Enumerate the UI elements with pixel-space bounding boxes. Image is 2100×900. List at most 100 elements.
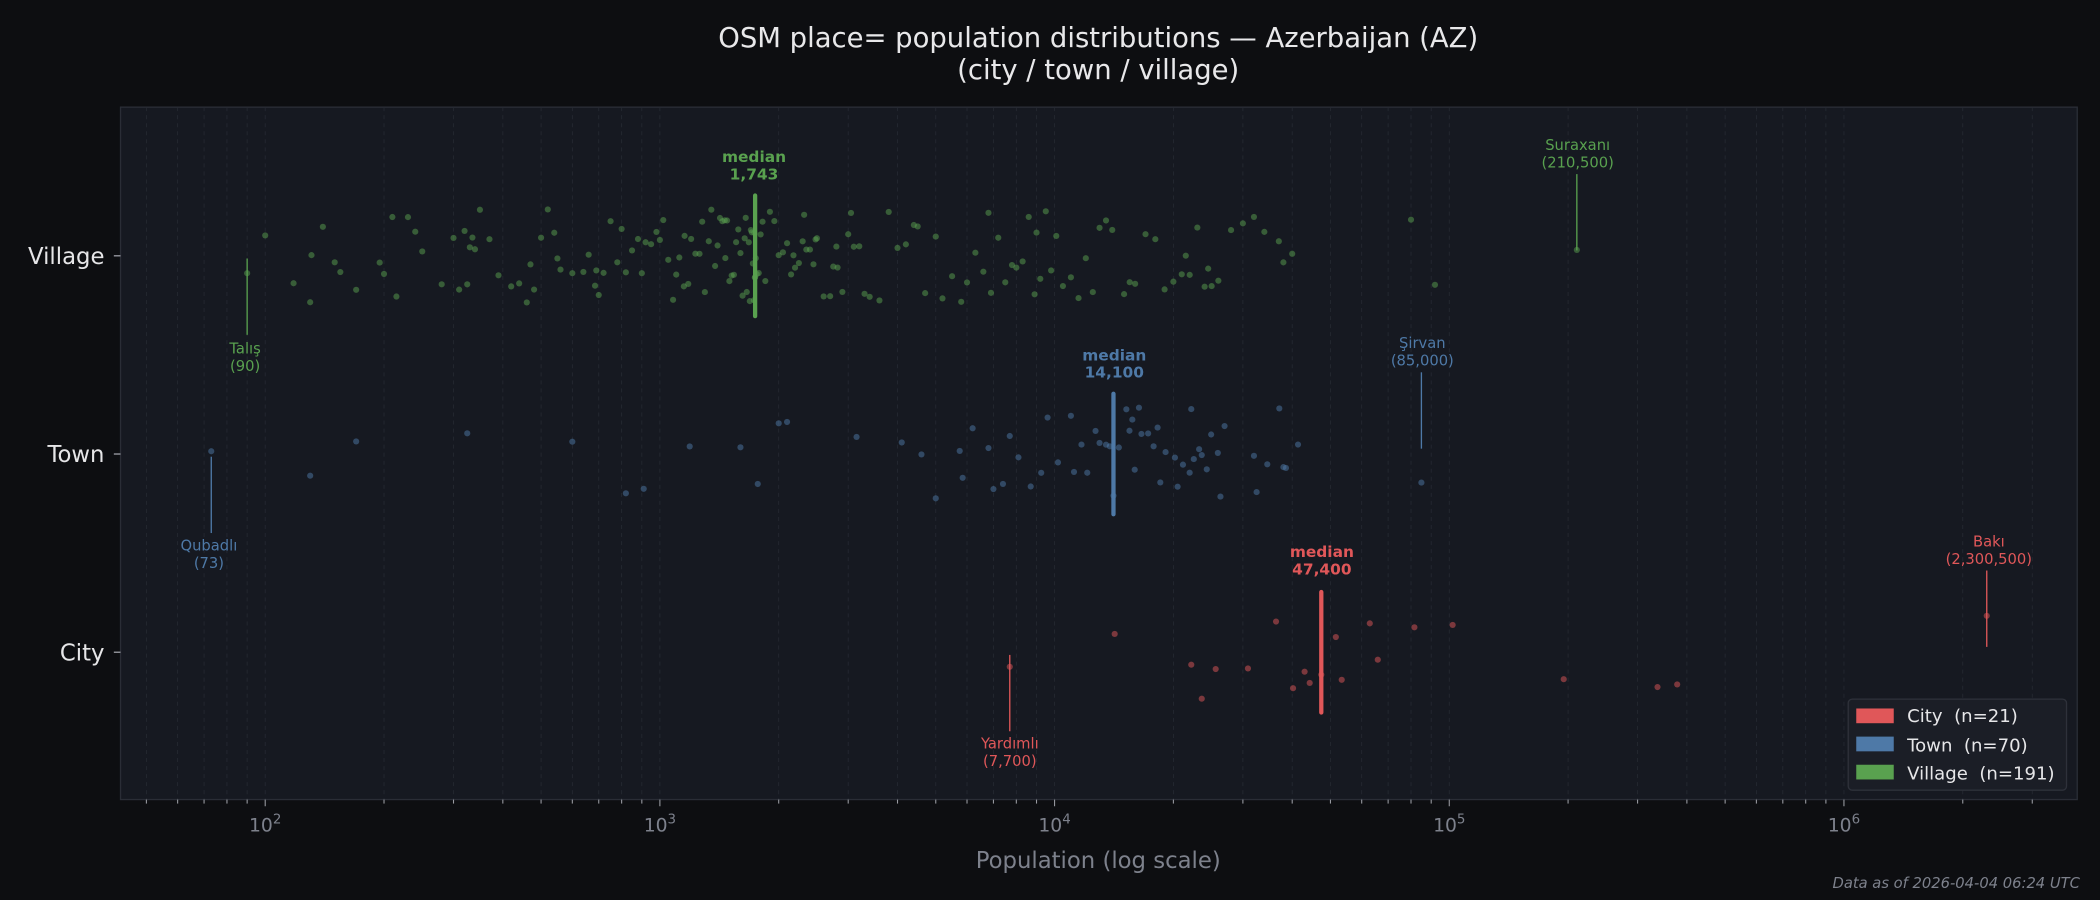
- village-point: [438, 281, 445, 288]
- village-point: [762, 277, 769, 285]
- village-point: [806, 246, 814, 253]
- village-point: [791, 264, 799, 271]
- town-annotations: median 14,100 Qubadlı (73) Şirvan (85,00…: [181, 335, 1454, 572]
- legend-label-city: City (n=21): [1907, 706, 2018, 727]
- city-point: [1188, 661, 1195, 668]
- village-point: [1280, 259, 1287, 266]
- village-point: [759, 218, 766, 225]
- town-max-value: (85,000): [1391, 353, 1454, 370]
- village-point: [614, 259, 621, 266]
- city-point: [1301, 668, 1308, 675]
- village-point: [939, 295, 946, 302]
- town-point: [1126, 427, 1133, 434]
- village-point: [376, 259, 383, 266]
- village-point: [1002, 279, 1009, 286]
- town-point: [1131, 466, 1138, 473]
- legend-swatch-village: [1856, 764, 1894, 780]
- village-point: [757, 231, 764, 238]
- town-min-value: (73): [194, 555, 224, 572]
- village-point: [1067, 274, 1074, 281]
- village-point: [461, 227, 468, 235]
- town-point: [1115, 444, 1122, 451]
- annotations: [210, 174, 1988, 732]
- village-min-name: Talış: [228, 341, 260, 358]
- city-point: [1198, 695, 1205, 702]
- town-point: [1174, 483, 1181, 490]
- village-point: [516, 280, 523, 287]
- legend-box: [1847, 698, 2068, 791]
- village-point: [833, 243, 840, 250]
- village-point: [876, 297, 883, 304]
- village-point: [569, 270, 576, 277]
- village-point: [628, 247, 636, 254]
- village-point: [642, 239, 649, 246]
- village-point: [554, 255, 561, 262]
- x-tick-label: 105: [1433, 813, 1465, 837]
- village-point: [1152, 236, 1159, 243]
- chart-subtitle: (city / town / village): [957, 55, 1239, 86]
- village-max-value: (210,500): [1541, 154, 1613, 171]
- town-point: [918, 451, 925, 458]
- village-point: [1250, 213, 1258, 220]
- town-point: [1188, 406, 1195, 413]
- city-point: [1244, 665, 1252, 672]
- city-point: [1272, 618, 1280, 625]
- village-median-label: median: [722, 148, 786, 166]
- town-point: [1264, 461, 1271, 468]
- village-point: [779, 249, 787, 256]
- village-point: [958, 298, 965, 305]
- legend-swatch-town: [1856, 736, 1894, 752]
- village-point: [1025, 213, 1032, 221]
- village-point: [353, 286, 360, 293]
- village-point: [464, 281, 471, 288]
- town-point: [1418, 479, 1425, 486]
- village-point: [737, 250, 744, 257]
- town-point: [686, 443, 693, 450]
- town-point: [1106, 443, 1113, 450]
- town-point: [1096, 439, 1103, 447]
- village-point: [995, 234, 1002, 241]
- town-point: [853, 433, 860, 441]
- y-axis: Village Town City: [28, 244, 121, 666]
- x-tick-label: 103: [644, 813, 676, 837]
- town-point: [640, 485, 647, 492]
- village-point: [743, 288, 750, 296]
- village-point: [673, 271, 680, 278]
- village-max-name: Suraxanı: [1545, 137, 1610, 154]
- village-point: [850, 243, 857, 250]
- town-point: [1162, 449, 1169, 456]
- village-point: [894, 244, 901, 251]
- y-tick-label-village: Village: [28, 244, 104, 270]
- village-point: [788, 271, 795, 278]
- city-max-name: Bakı: [1973, 533, 2005, 550]
- town-point: [1214, 449, 1221, 456]
- village-point: [1109, 226, 1116, 234]
- city-annotations: median 47,400 Yardımlı (7,700) Bakı (2,3…: [980, 533, 2032, 770]
- village-point: [523, 299, 530, 306]
- village-point: [622, 269, 629, 276]
- village-point: [638, 270, 645, 277]
- village-point: [861, 290, 868, 297]
- village-point: [380, 270, 388, 277]
- village-point: [450, 234, 457, 242]
- village-point: [585, 251, 592, 258]
- y-tick-label-city: City: [60, 640, 105, 666]
- town-point: [1084, 469, 1091, 476]
- village-median-value: 1,743: [730, 165, 779, 183]
- town-point: [1154, 424, 1161, 431]
- village-point: [733, 239, 740, 246]
- village-point: [685, 280, 692, 288]
- x-axis-label: Population (log scale): [976, 848, 1221, 874]
- village-point: [290, 280, 297, 287]
- village-point: [1120, 291, 1128, 298]
- village-point: [724, 217, 731, 224]
- town-min-name: Qubadlı: [181, 537, 238, 554]
- legend: City (n=21) Town (n=70) Village (n=191): [1847, 698, 2068, 791]
- village-point: [527, 261, 534, 268]
- city-median-value: 47,400: [1292, 561, 1351, 579]
- village-point: [580, 268, 587, 276]
- town-point: [956, 447, 963, 455]
- village-point: [812, 236, 819, 243]
- city-point: [1449, 621, 1456, 629]
- village-point: [1289, 250, 1296, 257]
